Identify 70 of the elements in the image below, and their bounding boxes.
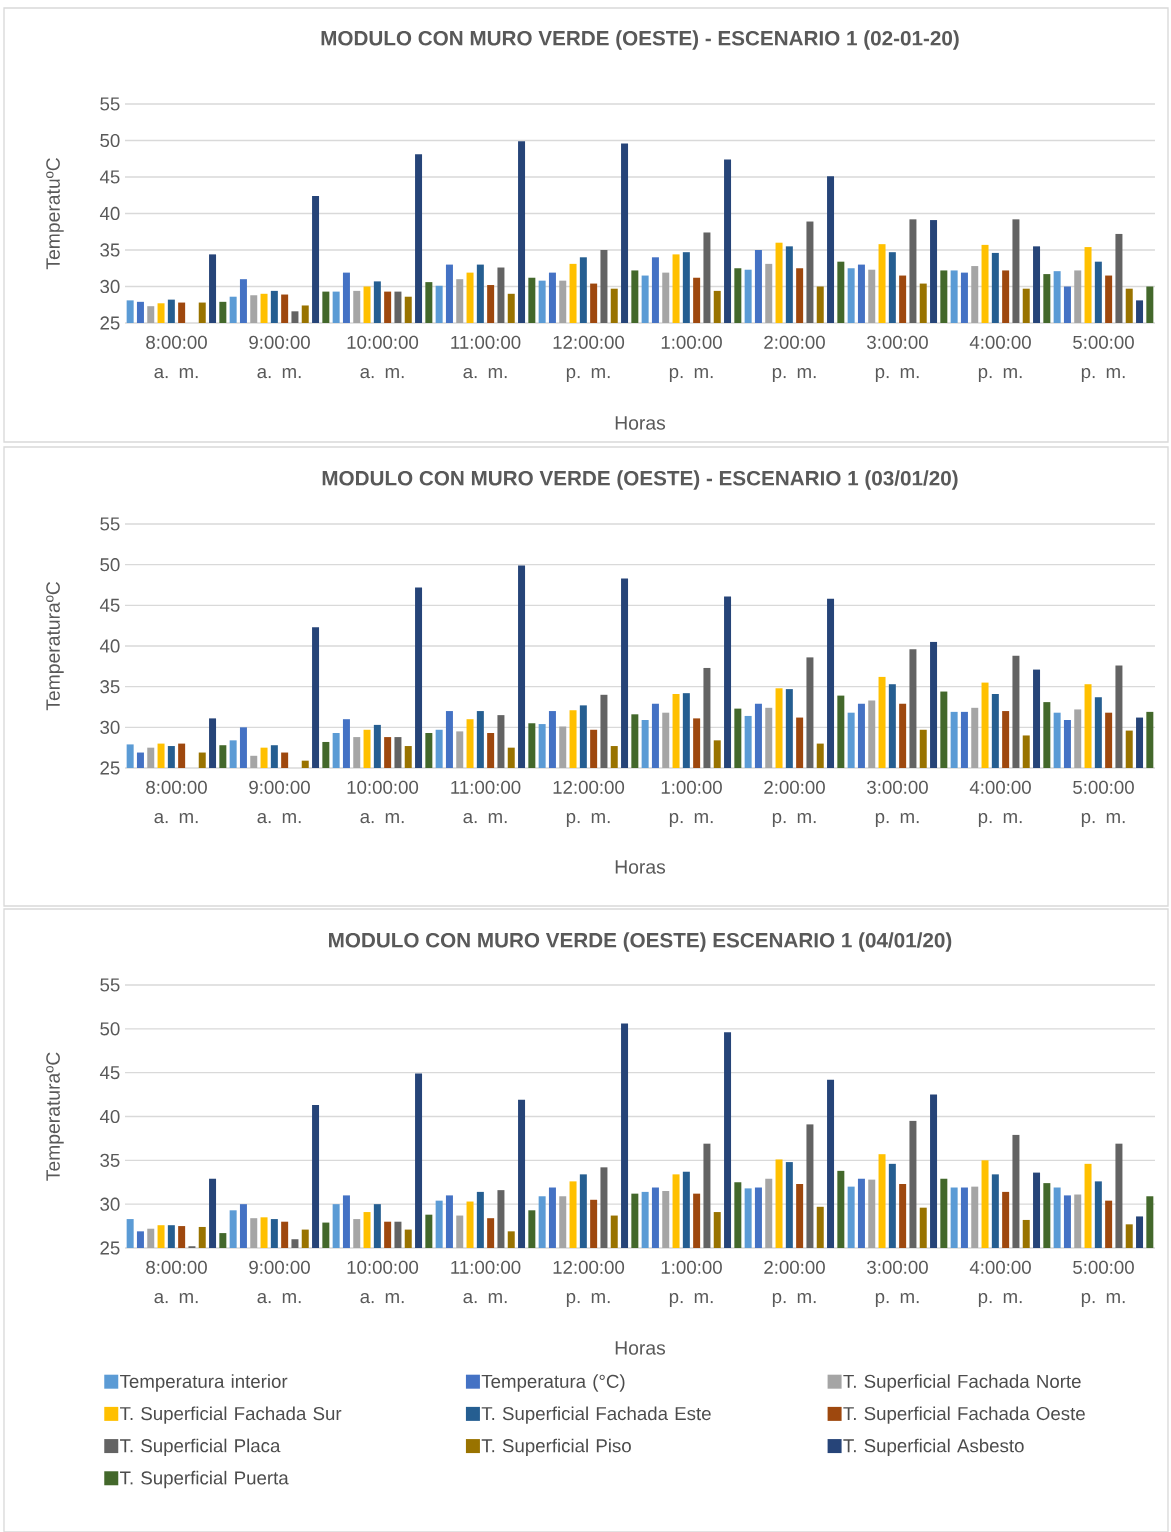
- y-tick-label: 30: [100, 279, 120, 294]
- y-tick-label: 55: [100, 978, 120, 992]
- x-tick-label: 9:00:00 a. m.: [249, 780, 310, 824]
- x-axis-title: Horas: [615, 416, 666, 430]
- y-tick-label: 45: [99, 598, 120, 612]
- x-tick-label: 9:00:00 a. m.: [249, 335, 310, 379]
- legend-label: T. Superficial Puerta: [120, 1470, 289, 1489]
- legend-label: T. Superficial Asbesto: [843, 1438, 1024, 1457]
- legend-label: T. Superficial Fachada Oeste: [843, 1406, 1085, 1424]
- y-tick-label: 25: [100, 316, 120, 330]
- y-tick-label: 25: [100, 761, 120, 775]
- y-tick-label: 40: [99, 1109, 120, 1124]
- y-tick-label: 25: [100, 1241, 120, 1255]
- x-tick-label: 12:00:00 p. m.: [553, 1260, 625, 1307]
- y-tick-label: 45: [99, 170, 120, 184]
- legend-label: T. Superficial Fachada Sur: [120, 1406, 342, 1424]
- x-tick-label: 9:00:00 a. m.: [249, 1260, 310, 1304]
- x-tick-label: 5:00:00 p. m.: [1073, 335, 1134, 382]
- x-tick-label: 5:00:00 p. m.: [1073, 1260, 1134, 1307]
- y-tick-label: 55: [100, 97, 120, 111]
- legend-label: T. Superficial Placa: [120, 1438, 281, 1457]
- y-axis-title: TemperaturaºC: [46, 581, 64, 711]
- x-tick-label: 4:00:00 p. m.: [969, 1260, 1031, 1307]
- x-tick-label: 8:00:00 a. m.: [146, 780, 207, 824]
- chart-title: MODULO CON MURO VERDE (OESTE) - ESCENARIO 1 (02-01-20): [321, 30, 959, 50]
- legend-label: Temperatura interior: [120, 1374, 288, 1392]
- y-tick-label: 55: [100, 517, 120, 531]
- x-tick-label: 3:00:00 p. m.: [867, 1260, 928, 1307]
- y-tick-label: 40: [99, 639, 120, 653]
- y-axis-title: TemperatuºC: [46, 158, 64, 270]
- x-tick-label: 2:00:00 p. m.: [764, 1260, 825, 1307]
- x-tick-label: 11:00:00 a. m.: [451, 1260, 521, 1304]
- y-tick-label: 35: [100, 243, 120, 257]
- legend-label: Temperatura (°C): [481, 1374, 625, 1392]
- x-axis-title: Horas: [615, 1341, 666, 1355]
- x-tick-label: 2:00:00 p. m.: [764, 335, 825, 382]
- chart-title: MODULO CON MURO VERDE (OESTE) ESCENARIO 1 (04/01/20): [329, 932, 952, 952]
- x-tick-label: 12:00:00 p. m.: [553, 780, 625, 827]
- y-tick-label: 50: [100, 1022, 120, 1036]
- x-tick-label: 1:00:00 p. m.: [661, 780, 722, 827]
- x-tick-label: 2:00:00 p. m.: [764, 780, 825, 827]
- x-tick-label: 10:00:00 a. m.: [347, 1260, 419, 1304]
- x-tick-label: 12:00:00 p. m.: [553, 335, 625, 382]
- y-tick-label: 30: [100, 1197, 120, 1211]
- x-axis-title: Horas: [615, 860, 666, 874]
- x-tick-label: 11:00:00 a. m.: [451, 780, 521, 824]
- y-tick-label: 50: [100, 558, 120, 572]
- x-tick-label: 1:00:00 p. m.: [661, 335, 722, 382]
- x-tick-label: 10:00:00 a. m.: [347, 335, 419, 379]
- legend-label: T. Superficial Fachada Norte: [843, 1374, 1081, 1392]
- y-axis-title: TemperaturaºC: [46, 1052, 64, 1181]
- y-tick-label: 35: [100, 680, 120, 694]
- x-tick-label: 4:00:00 p. m.: [969, 780, 1031, 827]
- x-tick-label: 10:00:00 a. m.: [347, 780, 419, 824]
- y-tick-label: 40: [99, 206, 120, 221]
- y-tick-label: 50: [100, 133, 120, 148]
- x-tick-label: 8:00:00 a. m.: [146, 335, 207, 379]
- x-tick-label: 11:00:00 a. m.: [451, 335, 521, 379]
- x-tick-label: 5:00:00 p. m.: [1073, 780, 1134, 827]
- x-tick-label: 4:00:00 p. m.: [969, 335, 1031, 382]
- x-tick-label: 3:00:00 p. m.: [867, 335, 928, 382]
- legend-label: T. Superficial Fachada Este: [481, 1406, 711, 1424]
- x-tick-label: 3:00:00 p. m.: [867, 780, 928, 827]
- chart-title: MODULO CON MURO VERDE (OESTE) - ESCENARIO 1 (03/01/20): [322, 470, 958, 490]
- x-tick-label: 8:00:00 a. m.: [146, 1260, 207, 1304]
- y-tick-label: 45: [99, 1066, 120, 1080]
- legend-label: T. Superficial Piso: [481, 1438, 631, 1457]
- y-tick-label: 30: [100, 720, 120, 734]
- y-tick-label: 35: [100, 1153, 120, 1167]
- x-tick-label: 1:00:00 p. m.: [661, 1260, 722, 1307]
